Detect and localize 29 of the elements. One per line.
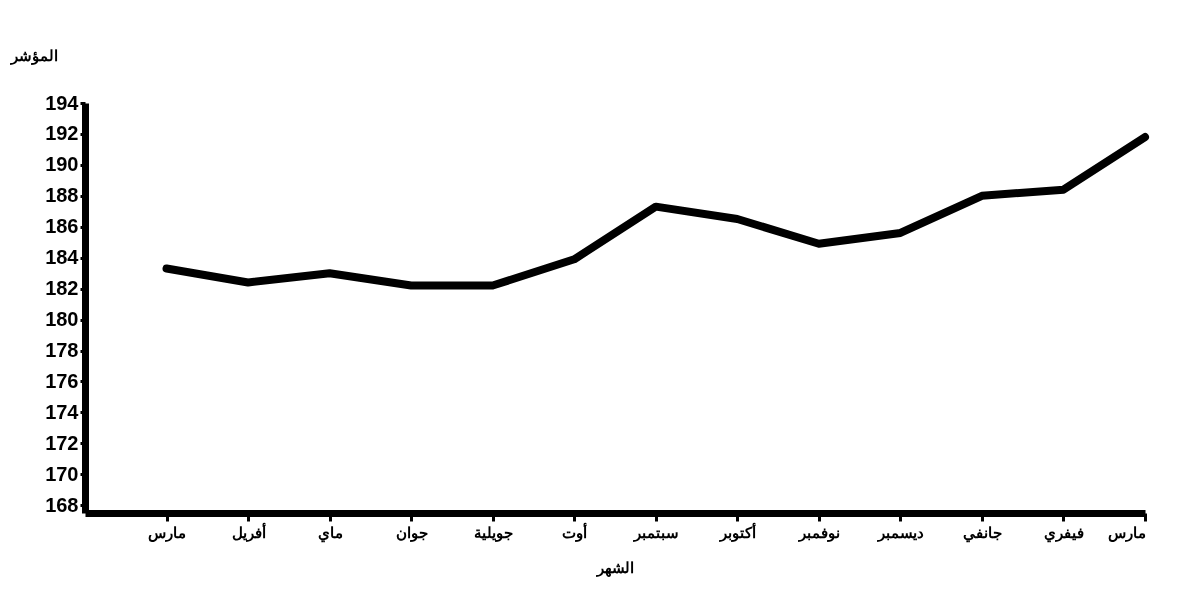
x-tick-label: أكتوبر	[718, 521, 756, 542]
y-tick-label: 176	[45, 369, 79, 392]
x-tick-label: مارس	[148, 523, 187, 542]
y-tick-label: 190	[45, 153, 79, 176]
y-tick-label: 186	[45, 215, 79, 238]
x-tick-label: فيفري	[1043, 523, 1084, 543]
x-tick-label: ماي	[317, 523, 343, 543]
y-tick-label: 194	[45, 91, 80, 114]
x-tick-label: أوت	[562, 521, 588, 542]
x-tick-label: جويلية	[473, 523, 513, 542]
y-tick-label: 168	[45, 493, 79, 516]
y-axis-title: المؤشر	[9, 46, 58, 65]
y-tick-label: 184	[45, 246, 80, 269]
x-tick-label: أفريل	[231, 521, 266, 542]
y-tick-label: 178	[45, 339, 79, 362]
y-tick-label: 180	[45, 308, 79, 331]
y-tick-label: 182	[45, 277, 79, 300]
x-tick-label: جانفي	[962, 523, 1002, 543]
y-tick-label: 172	[45, 431, 79, 454]
x-tick-label: سبتمبر	[632, 523, 679, 542]
y-tick-label: 170	[45, 462, 79, 485]
x-tick-label: مارس	[1107, 523, 1146, 542]
y-tick-label: 192	[45, 122, 79, 145]
x-axis-title: الشهر	[596, 558, 634, 577]
x-tick-label: ديسمبر	[876, 523, 924, 542]
x-tick-label: نوفمبر	[797, 523, 840, 542]
x-tick-label: جوان	[395, 523, 428, 542]
y-tick-label: 174	[45, 400, 80, 423]
y-tick-label: 188	[45, 184, 79, 207]
